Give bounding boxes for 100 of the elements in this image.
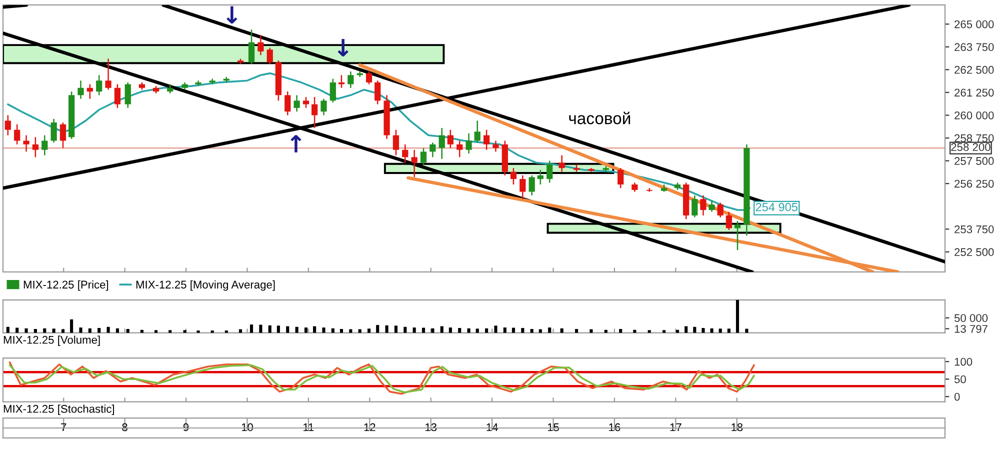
candlestick: [60, 122, 66, 149]
candlestick: [646, 187, 652, 192]
candlestick: [528, 174, 535, 196]
x-axis-title: MIX-12.25 [Stochastic]: [4, 404, 114, 415]
candlestick: [402, 144, 408, 164]
candlestick: [558, 154, 565, 172]
bar: [250, 324, 254, 333]
bar: [736, 300, 740, 333]
candlestick: [348, 70, 354, 89]
bar: [276, 326, 280, 333]
candlestick: [632, 182, 638, 192]
bar: [521, 328, 524, 333]
bar: [412, 327, 416, 333]
bar: [16, 328, 19, 333]
bar: [349, 329, 352, 333]
candlestick: [23, 134, 30, 152]
bar: [693, 326, 696, 333]
candlestick: [284, 90, 291, 116]
bar: [538, 329, 542, 333]
bar: [702, 328, 705, 333]
data-label: 254 905: [756, 202, 798, 212]
candlestick: [717, 202, 724, 218]
candlestick: [294, 94, 300, 112]
candlestick: [258, 34, 264, 56]
bar: [106, 326, 110, 333]
candlestick: [86, 84, 93, 100]
y-tick-label: 252 500: [954, 248, 994, 256]
annotation: ↓: [226, 6, 238, 24]
candlestick: [430, 142, 436, 158]
bar: [154, 330, 158, 333]
bar: [548, 327, 552, 333]
candlestick: [438, 127, 445, 160]
candlestick: [734, 220, 741, 251]
candlestick: [302, 96, 310, 109]
candlestick: [466, 132, 472, 154]
candlestick: [456, 140, 463, 158]
candlestick: [726, 211, 732, 231]
bar: [727, 328, 730, 333]
y-tick-label: 258 750: [954, 134, 994, 142]
candlestick: [50, 118, 57, 144]
ref-line-label: 258 200: [951, 143, 990, 152]
candlestick: [266, 47, 273, 65]
bar: [24, 328, 28, 333]
bar: [476, 328, 479, 333]
line-series: [6, 72, 751, 211]
bar: [304, 327, 308, 333]
y-tick-label: 256 250: [954, 180, 994, 188]
bar: [79, 327, 82, 333]
candlestick: [520, 174, 526, 200]
candlestick: [330, 78, 336, 104]
candlestick: [96, 74, 102, 96]
candlestick: [14, 124, 20, 146]
bar: [358, 329, 362, 333]
bar: [376, 325, 380, 333]
bar: [448, 327, 452, 333]
bar: [98, 328, 101, 333]
candlestick: [492, 140, 499, 152]
bar: [322, 327, 326, 333]
candlestick: [411, 149, 418, 178]
y-tick-label: 265 000: [954, 20, 994, 28]
candlestick: [105, 58, 112, 90]
candlestick: [248, 28, 255, 65]
candlestick: [42, 134, 48, 156]
y-tick-label: 257 500: [954, 157, 994, 165]
y-tick-label: 261 250: [954, 88, 994, 97]
bar: [70, 319, 74, 333]
bar: [295, 326, 298, 333]
candlestick: [618, 167, 624, 189]
candlestick: [546, 160, 553, 184]
bar: [196, 330, 200, 333]
candlestick: [474, 120, 480, 144]
y-tick-label: 50: [954, 375, 966, 384]
y-tick-label: 50 000: [954, 314, 988, 322]
bar: [662, 330, 666, 333]
legend-label: MIX-12.25 [Price]: [24, 280, 108, 291]
annotation: часовой: [569, 112, 630, 124]
y-tick-label: 262 500: [954, 66, 994, 74]
annotation: ↑: [290, 135, 302, 152]
legend-label: MIX-12.25 [Moving Average]: [136, 280, 275, 291]
candlestick: [537, 169, 544, 186]
bar: [385, 325, 388, 333]
bar: [404, 326, 407, 333]
bar: [6, 326, 10, 333]
candlestick: [167, 84, 174, 94]
bar: [458, 328, 462, 333]
bar: [590, 329, 593, 333]
bar: [394, 326, 398, 333]
y-tick-label: 260 000: [954, 111, 994, 120]
candlestick: [510, 167, 517, 186]
candlestick: [366, 70, 372, 85]
candlestick: [483, 129, 490, 150]
y-tick-label: 100: [954, 358, 972, 366]
y-tick-label: 263 750: [954, 43, 994, 52]
y-tick-label: 0: [954, 392, 960, 401]
candlestick: [420, 147, 427, 166]
candlestick: [311, 96, 318, 129]
y-tick-label: 13 797: [954, 324, 988, 333]
bar: [718, 328, 722, 333]
y-tick-label: 253 750: [954, 225, 994, 234]
candlestick: [4, 114, 11, 136]
